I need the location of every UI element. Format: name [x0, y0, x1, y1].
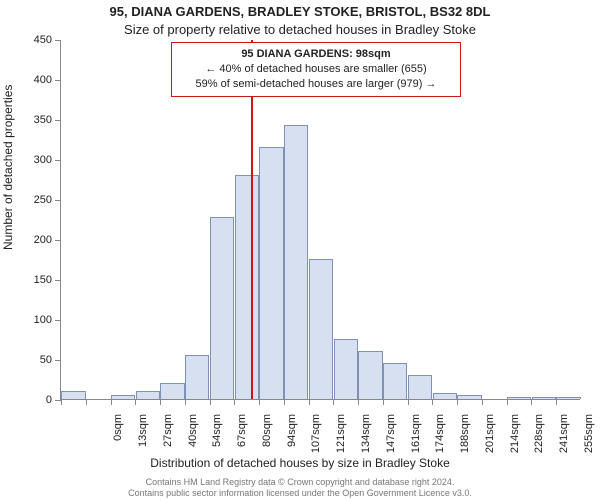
x-tick — [259, 399, 260, 405]
x-tick — [111, 399, 112, 405]
histogram-bar — [532, 397, 556, 399]
annotation-larger-line: 59% of semi-detached houses are larger (… — [180, 77, 452, 92]
histogram-bar — [507, 397, 531, 399]
histogram-bar — [61, 391, 85, 399]
histogram-bar — [111, 395, 135, 399]
annotation-title: 95 DIANA GARDENS: 98sqm — [180, 47, 452, 62]
chart-title-main: 95, DIANA GARDENS, BRADLEY STOKE, BRISTO… — [0, 4, 600, 19]
y-tick — [55, 320, 61, 321]
histogram-bar — [210, 217, 234, 399]
histogram-bar — [284, 125, 308, 399]
property-annotation-box: 95 DIANA GARDENS: 98sqm← 40% of detached… — [171, 42, 461, 97]
histogram-bar — [457, 395, 481, 399]
histogram-bar — [136, 391, 160, 399]
x-tick — [408, 399, 409, 405]
y-tick-label: 100 — [34, 314, 52, 326]
histogram-bar — [408, 375, 432, 399]
x-tick — [284, 399, 285, 405]
x-tick — [507, 399, 508, 405]
x-tick — [234, 399, 235, 405]
x-tick — [185, 399, 186, 405]
x-tick — [160, 399, 161, 405]
x-tick — [61, 399, 62, 405]
x-tick — [482, 399, 483, 405]
chart-footer: Contains HM Land Registry data © Crown c… — [0, 477, 600, 499]
x-tick — [86, 399, 87, 405]
histogram-bar — [556, 397, 580, 399]
y-tick-label: 450 — [34, 34, 52, 46]
histogram-bar — [358, 351, 382, 399]
x-tick — [531, 399, 532, 405]
y-tick — [55, 120, 61, 121]
histogram-bar — [259, 147, 283, 399]
y-tick-label: 400 — [34, 74, 52, 86]
x-axis-label: Distribution of detached houses by size … — [0, 456, 600, 470]
y-tick-label: 50 — [40, 354, 52, 366]
plot-area: 0501001502002503003504004500sqm13sqm27sq… — [60, 40, 580, 400]
histogram-bar — [235, 175, 259, 399]
x-tick — [383, 399, 384, 405]
plot-inner: 0501001502002503003504004500sqm13sqm27sq… — [60, 40, 580, 400]
x-tick — [358, 399, 359, 405]
y-tick-label: 200 — [34, 234, 52, 246]
y-tick — [55, 240, 61, 241]
histogram-bar — [334, 339, 358, 399]
histogram-bar — [309, 259, 333, 399]
y-axis-label: Number of detached properties — [1, 85, 15, 250]
annotation-smaller-line: ← 40% of detached houses are smaller (65… — [180, 62, 452, 77]
y-tick — [55, 280, 61, 281]
x-tick — [333, 399, 334, 405]
y-tick — [55, 160, 61, 161]
x-tick — [432, 399, 433, 405]
histogram-bar — [185, 355, 209, 399]
chart-title-sub: Size of property relative to detached ho… — [0, 22, 600, 37]
x-tick — [210, 399, 211, 405]
histogram-bar — [433, 393, 457, 399]
y-tick-label: 250 — [34, 194, 52, 206]
histogram-bar — [383, 363, 407, 399]
y-tick — [55, 40, 61, 41]
x-tick — [556, 399, 557, 405]
y-tick — [55, 360, 61, 361]
x-tick — [457, 399, 458, 405]
x-tick — [309, 399, 310, 405]
y-tick-label: 150 — [34, 274, 52, 286]
y-tick — [55, 80, 61, 81]
y-tick-label: 300 — [34, 154, 52, 166]
x-tick — [135, 399, 136, 405]
footer-line-2: Contains public sector information licen… — [0, 488, 600, 499]
y-tick-label: 0 — [46, 394, 52, 406]
y-tick-label: 350 — [34, 114, 52, 126]
y-tick — [55, 200, 61, 201]
footer-line-1: Contains HM Land Registry data © Crown c… — [0, 477, 600, 488]
histogram-bar — [160, 383, 184, 399]
property-size-chart: 95, DIANA GARDENS, BRADLEY STOKE, BRISTO… — [0, 0, 600, 500]
